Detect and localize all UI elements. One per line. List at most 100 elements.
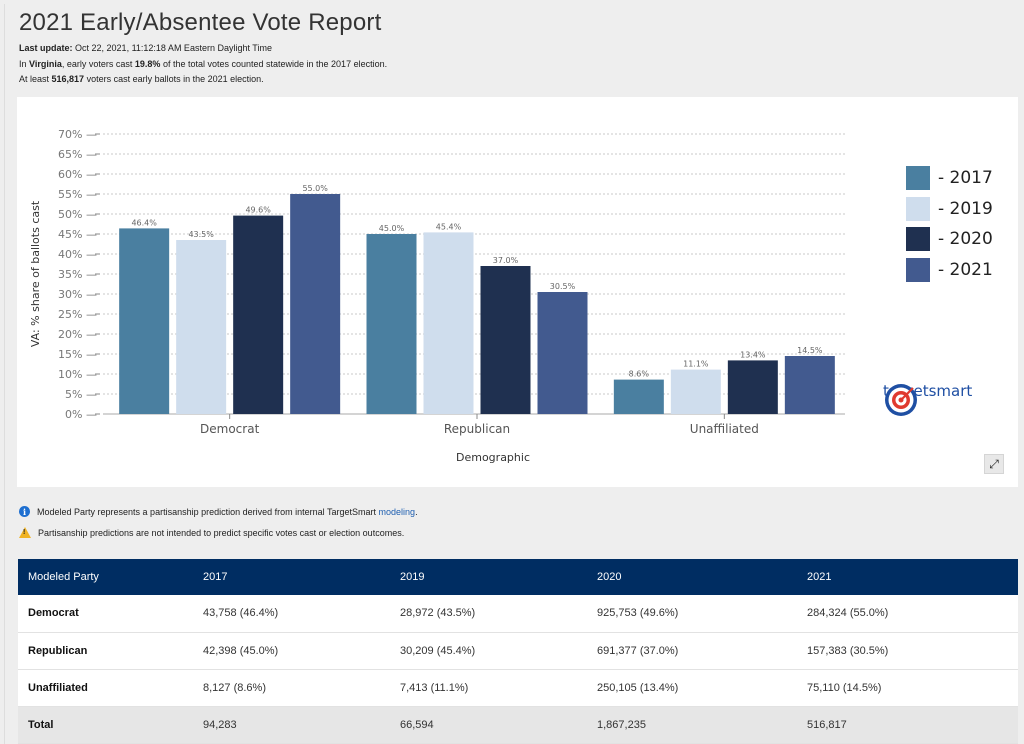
bar — [537, 292, 588, 414]
legend-swatch — [906, 196, 930, 221]
chart-card: 0% — 5% — 10% — 15% — 20% — 25% — 30% — 35% — 40… — [17, 97, 1018, 487]
table-cell: 8,127 (8.6%) — [203, 681, 266, 694]
party-table: Modeled Party 2017 2019 2020 2021 Democr… — [18, 559, 1018, 744]
table-cell: 1,867,235 — [597, 718, 646, 731]
bar-data-label: 45.0% — [379, 224, 405, 233]
table-cell: 284,324 (55.0%) — [807, 607, 889, 620]
table-row: Unaffiliated 8,127 (8.6%) 7,413 (11.1%) … — [18, 669, 1018, 706]
bar-data-label: 11.1% — [683, 360, 709, 369]
y-tick-label: 40% — — [58, 248, 97, 261]
col-header-2017[interactable]: 2017 — [203, 571, 228, 583]
target-logo-icon — [885, 384, 917, 416]
bar — [366, 234, 417, 414]
summary-line-2: At least 516,817 voters cast early ballo… — [19, 74, 264, 84]
y-tick-label: 20% — — [58, 328, 97, 341]
x-tick-label: Democrat — [200, 422, 260, 436]
summary-line-1: In Virginia, early voters cast 19.8% of … — [19, 59, 387, 69]
bar-data-label: 8.6% — [629, 370, 650, 379]
bar-chart: 0% — 5% — 10% — 15% — 20% — 25% — 30% — 35% — 40… — [29, 128, 845, 464]
brand-logo[interactable]: targetsmart — [883, 382, 977, 416]
table-cell: 42,398 (45.0%) — [203, 644, 279, 657]
table-cell: 157,383 (30.5%) — [807, 644, 889, 657]
bar-data-label: 49.6% — [245, 206, 271, 215]
table-cell: 7,413 (11.1%) — [400, 681, 469, 694]
bar — [727, 360, 778, 414]
col-header-2020[interactable]: 2020 — [597, 571, 622, 583]
bar-data-label: 13.4% — [740, 350, 766, 359]
x-axis-title: Demographic — [456, 451, 530, 464]
summary-text: In — [19, 59, 30, 69]
y-tick-label: 45% — — [58, 228, 97, 241]
legend-item[interactable]: - 2019 — [906, 194, 993, 225]
y-tick-label: 25% — — [58, 308, 97, 321]
last-update-label: Last update: — [19, 43, 73, 53]
y-tick-label: 50% — — [58, 208, 97, 221]
info-icon: i — [19, 506, 30, 517]
info-text-end: . — [415, 506, 418, 517]
bar — [290, 194, 341, 414]
bar-data-label: 45.4% — [436, 222, 462, 231]
expand-icon[interactable]: ⤢ — [984, 454, 1004, 474]
row-label: Democrat — [28, 607, 79, 620]
table-total-row: Total 94,283 66,594 1,867,235 516,817 — [18, 706, 1018, 743]
warning-note: ! Partisanship predictions are not inten… — [19, 527, 404, 538]
col-header-2021[interactable]: 2021 — [807, 571, 832, 583]
bar-data-label: 37.0% — [493, 256, 519, 265]
legend-item[interactable]: - 2021 — [906, 255, 993, 286]
legend-label: - 2017 — [938, 168, 993, 189]
warning-icon: ! — [19, 527, 31, 538]
y-tick-label: 0% — — [65, 408, 97, 421]
bar — [670, 369, 721, 414]
y-tick-label: 15% — — [58, 348, 97, 361]
warning-text: Partisanship predictions are not intende… — [38, 527, 405, 538]
last-update: Last update: Oct 22, 2021, 11:12:18 AM E… — [19, 43, 272, 53]
legend-swatch — [906, 227, 930, 252]
table-cell: 75,110 (14.5%) — [807, 681, 882, 694]
row-label: Unaffiliated — [28, 681, 88, 694]
summary-text: voters cast early ballots in the 2021 el… — [84, 74, 264, 84]
y-tick-label: 30% — — [58, 288, 97, 301]
table-cell: 43,758 (46.4%) — [203, 607, 279, 620]
bar — [119, 228, 170, 414]
summary-text: , early voters cast — [61, 59, 135, 69]
y-tick-label: 5% — — [65, 388, 97, 401]
table-cell: 30,209 (45.4%) — [400, 644, 476, 657]
bar — [613, 379, 664, 414]
row-label: Republican — [28, 644, 88, 657]
table-row: Democrat 43,758 (46.4%) 28,972 (43.5%) 9… — [18, 595, 1018, 632]
table-cell: 94,283 — [203, 718, 237, 731]
table-header-row: Modeled Party 2017 2019 2020 2021 — [18, 559, 1018, 595]
bar-data-label: 30.5% — [550, 282, 576, 291]
chart-legend: - 2017 - 2019 - 2020 - 2021 — [906, 163, 993, 285]
last-update-value: Oct 22, 2021, 11:12:18 AM Eastern Daylig… — [75, 43, 272, 53]
x-tick-label: Unaffiliated — [690, 422, 759, 436]
table-row: Republican 42,398 (45.0%) 30,209 (45.4%)… — [18, 632, 1018, 669]
y-tick-label: 35% — — [58, 268, 97, 281]
y-tick-label: 70% — — [58, 128, 97, 141]
state-name: Virginia — [29, 59, 62, 69]
legend-swatch — [906, 257, 930, 282]
table-cell: 28,972 (43.5%) — [400, 607, 476, 620]
info-text: Modeled Party represents a partisanship … — [37, 506, 377, 517]
table-cell: 691,377 (37.0%) — [597, 644, 679, 657]
bar-data-label: 46.4% — [131, 218, 157, 227]
modeling-link[interactable]: modeling — [378, 506, 416, 517]
legend-item[interactable]: - 2017 — [906, 163, 993, 194]
page-title: 2021 Early/Absentee Vote Report — [19, 9, 382, 36]
bar — [423, 232, 474, 414]
legend-label: - 2021 — [938, 259, 993, 280]
y-tick-label: 55% — — [58, 188, 97, 201]
legend-swatch — [906, 166, 930, 191]
legend-label: - 2020 — [938, 229, 993, 250]
bar-data-label: 55.0% — [302, 184, 328, 193]
col-header-party[interactable]: Modeled Party — [28, 571, 99, 583]
bar — [784, 356, 835, 414]
col-header-2019[interactable]: 2019 — [400, 571, 425, 583]
y-axis-title: VA: % share of ballots cast — [29, 200, 42, 347]
legend-item[interactable]: - 2020 — [906, 224, 993, 255]
early-ballot-count: 516,817 — [51, 74, 85, 84]
bar-data-label: 43.5% — [188, 230, 214, 239]
y-tick-label: 10% — — [58, 368, 97, 381]
early-vote-pct: 19.8% — [134, 59, 161, 69]
bar — [233, 215, 284, 414]
